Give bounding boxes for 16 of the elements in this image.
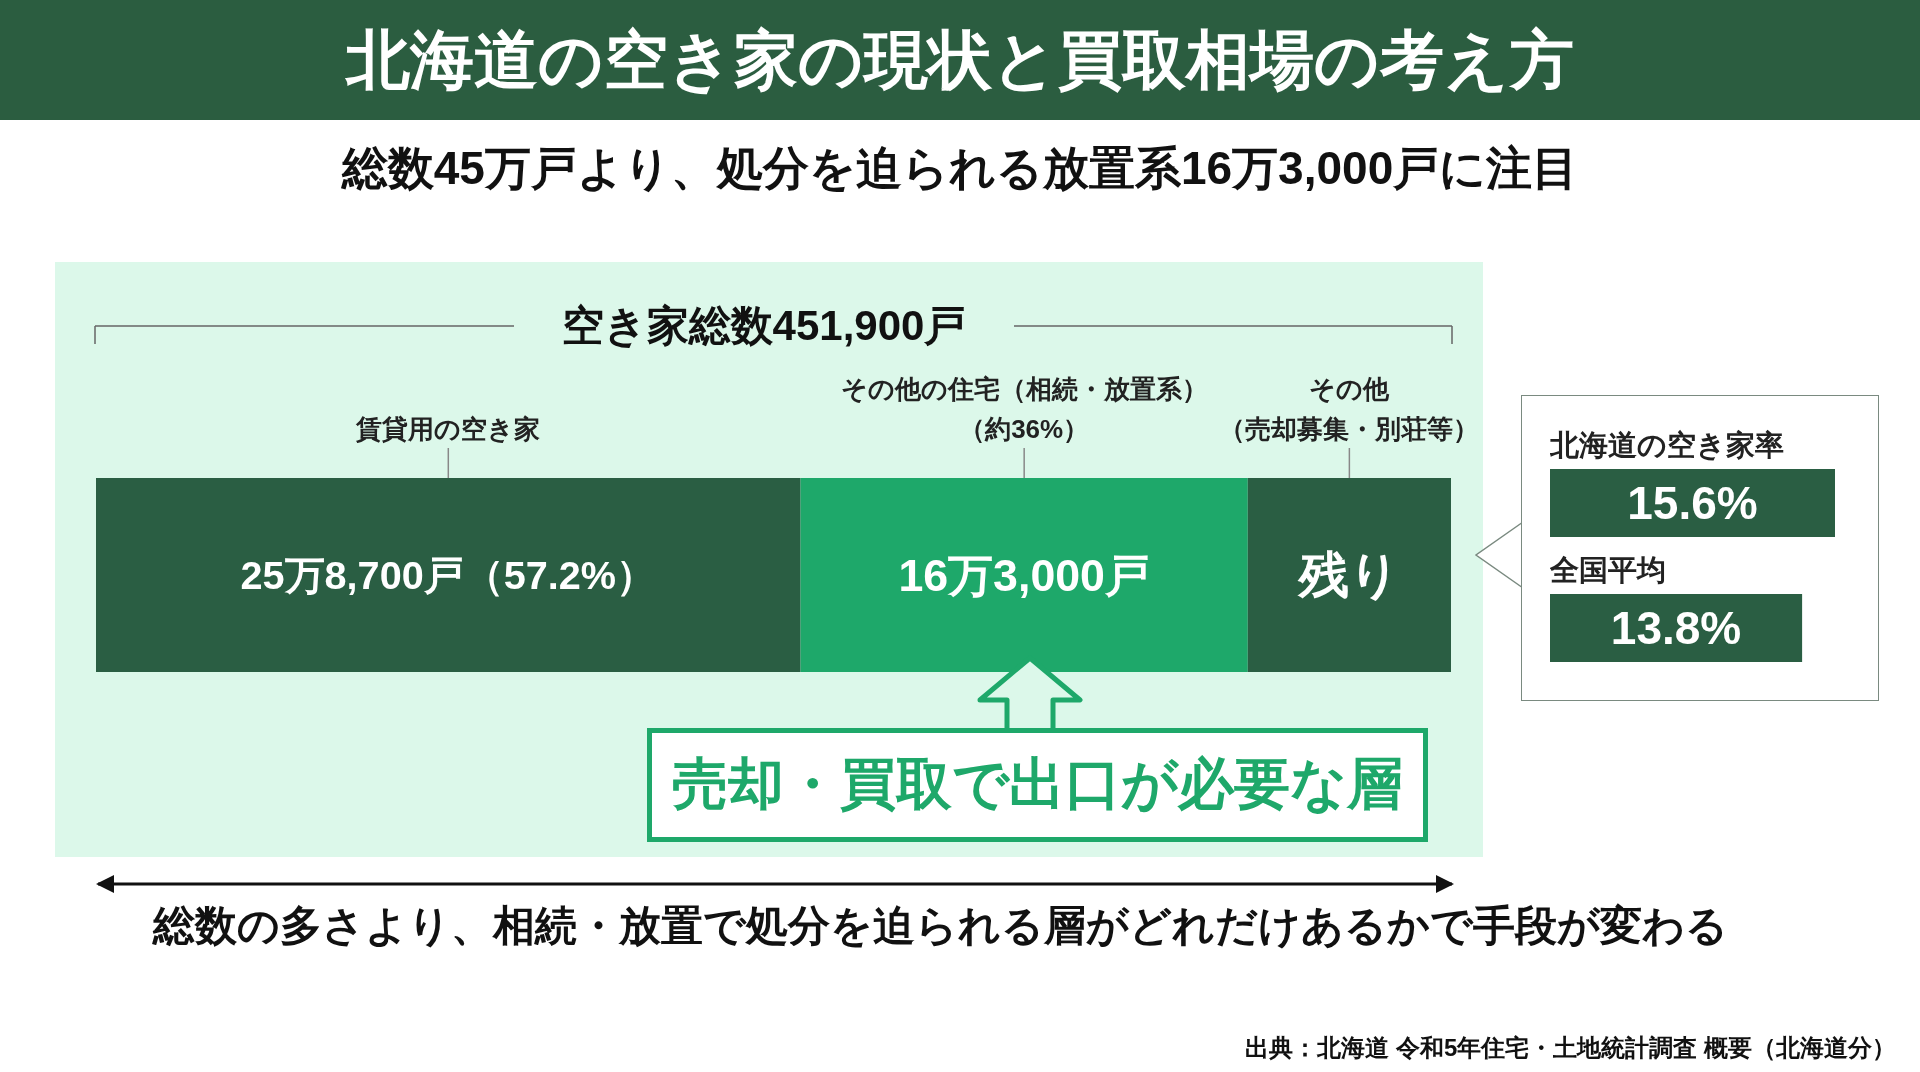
y-tick-label: 全国平均 <box>1549 554 1666 586</box>
data-label: 13.8% <box>1610 602 1742 654</box>
source-note: 出典：北海道 令和5年住宅・土地統計調査 概要（北海道分） <box>1245 1033 1896 1063</box>
chart-title: 北海道の空き家の現状と買取相場の考え方 <box>346 22 1574 98</box>
annotation: 残り <box>1296 547 1400 603</box>
text: 総数の多さより、相続・放置で処分を迫られる層がどれだけあるかで手段が変わる <box>151 901 1729 951</box>
chart-subtitle: 総数45万戸より、処分を迫られる放置系16万3,000戸に注目 <box>340 141 1580 196</box>
annotation: 16万3,000戸 <box>898 550 1150 600</box>
series-label: その他（売却募集・別荘等） <box>1219 374 1480 444</box>
text: 売却・買取で出口が必要な層 <box>647 728 1428 842</box>
text: 空き家総数451,900戸 <box>560 301 968 351</box>
annotation: 25万8,700戸（57.2%） <box>240 553 657 597</box>
data-label: 15.6% <box>1627 477 1758 529</box>
y-tick-label: 北海道の空き家率 <box>1549 429 1784 461</box>
series-label: その他の住宅（相続・放置系）（約36%） <box>840 374 1208 444</box>
series-label: 賃貸用の空き家 <box>355 414 541 444</box>
